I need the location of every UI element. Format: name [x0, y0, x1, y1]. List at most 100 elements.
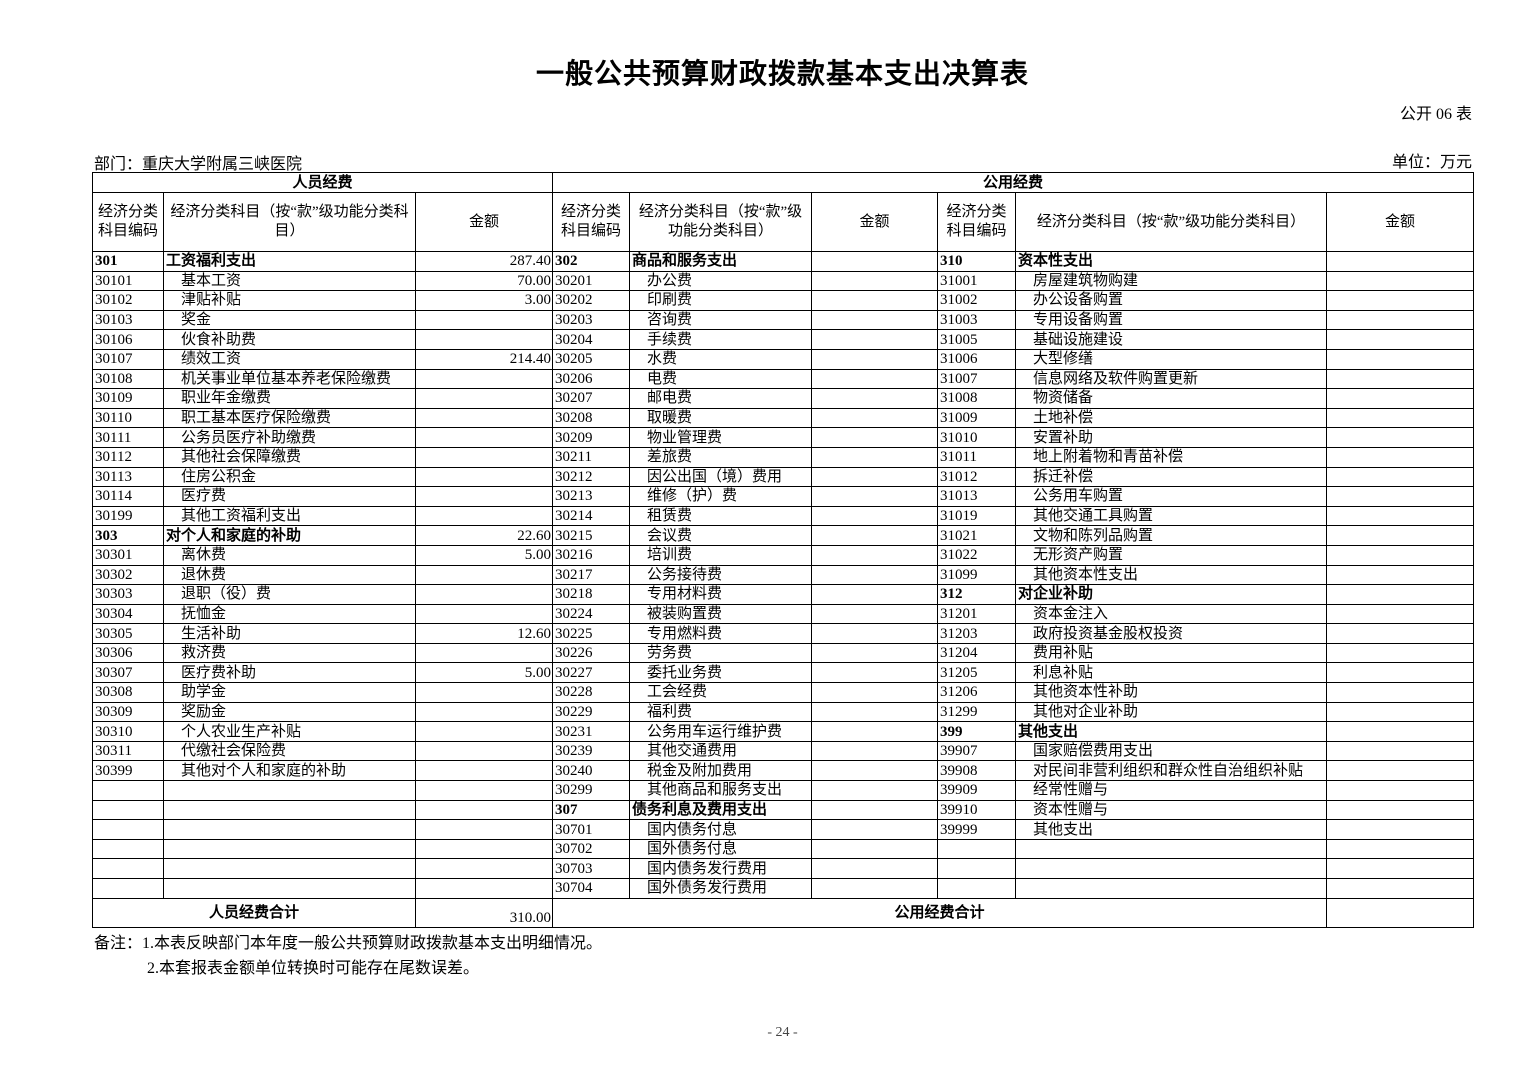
personnel-name-cell: 奖金: [163, 309, 416, 331]
table-row: 30306 救济费 30226 劳务费 31204 费用补贴: [92, 642, 1474, 664]
goods-amount-cell: [811, 368, 938, 390]
table-row: 30101 基本工资 70.00 30201 办公费 31001 房屋建筑物购建: [92, 270, 1474, 292]
goods-amount-cell: [811, 819, 938, 840]
capital-code-cell: 31001: [937, 270, 1016, 292]
code-header: 经济分类科目编码: [937, 192, 1016, 252]
personnel-amount-cell: [415, 505, 553, 527]
goods-name-cell: 水费: [629, 348, 812, 370]
personnel-name-cell: [163, 799, 416, 821]
capital-amount-cell: [1326, 368, 1474, 390]
capital-name-cell: [1015, 838, 1327, 860]
goods-amount-cell: [811, 290, 938, 311]
capital-code-cell: 31009: [937, 407, 1016, 429]
department-label: 部门：重庆大学附属三峡医院: [94, 156, 303, 173]
table-row: 30103 奖金 30203 咨询费 31003 专用设备购置: [92, 309, 1474, 331]
personnel-amount-cell: [415, 564, 553, 586]
personnel-code-cell: 30304: [92, 603, 164, 625]
goods-name-cell: 商品和服务支出: [629, 251, 812, 272]
goods-name-cell: 其他交通费用: [629, 740, 812, 762]
goods-code-cell: 30225: [552, 623, 630, 644]
table-row: 30399 其他对个人和家庭的补助 30240 税金及附加费用 39908 对民间非营利组…: [92, 760, 1474, 782]
capital-name-cell: 安置补助: [1015, 427, 1327, 448]
table-row: 30102 津贴补贴 3.00 30202 印刷费 31002 办公设备购置: [92, 290, 1474, 311]
goods-amount-cell: [811, 701, 938, 723]
table-row: 30302 退休费 30217 公务接待费 31099 其他资本性支出: [92, 564, 1474, 586]
capital-code-cell: [937, 878, 1016, 899]
personnel-name-cell: 生活补助: [163, 623, 416, 644]
capital-amount-cell: [1326, 251, 1474, 272]
amount-header: 金额: [415, 192, 553, 252]
public-header: 公用经费: [552, 172, 1474, 193]
capital-code-cell: 39907: [937, 740, 1016, 762]
table-row: 30701 国内债务付息 39999 其他支出: [92, 819, 1474, 840]
goods-code-cell: 30213: [552, 486, 630, 507]
goods-code-cell: 30201: [552, 270, 630, 292]
capital-amount-cell: [1326, 878, 1474, 899]
capital-code-cell: 39909: [937, 780, 1016, 801]
personnel-amount-cell: [415, 388, 553, 409]
capital-code-cell: 31008: [937, 388, 1016, 409]
personnel-name-cell: 其他对个人和家庭的补助: [163, 760, 416, 782]
personnel-amount-cell: [415, 819, 553, 840]
personnel-header: 人员经费: [92, 172, 553, 193]
goods-amount-cell: [811, 388, 938, 409]
table-row: 30113 住房公积金 30212 因公出国（境）费用 31012 拆迁补偿: [92, 466, 1474, 488]
goods-code-cell: 302: [552, 251, 630, 272]
goods-code-cell: 30215: [552, 525, 630, 546]
personnel-code-cell: [92, 838, 164, 860]
table-row: 307 债务利息及费用支出 39910 资本性赠与: [92, 799, 1474, 821]
capital-code-cell: [937, 858, 1016, 879]
table-row: 30304 抚恤金 30224 被装购置费 31201 资本金注入: [92, 603, 1474, 625]
capital-amount-cell: [1326, 544, 1474, 566]
goods-code-cell: 30202: [552, 290, 630, 311]
goods-amount-cell: [811, 721, 938, 742]
table-row: 30307 医疗费补助 5.00 30227 委托业务费 31205 利息补贴: [92, 662, 1474, 684]
goods-name-cell: 电费: [629, 368, 812, 390]
personnel-code-cell: [92, 780, 164, 801]
personnel-name-cell: 机关事业单位基本养老保险缴费: [163, 368, 416, 390]
personnel-name-cell: [163, 819, 416, 840]
table-row: 303 对个人和家庭的补助 22.60 30215 会议费 31021 文物和陈列品购置: [92, 525, 1474, 546]
capital-name-cell: 资本金注入: [1015, 603, 1327, 625]
personnel-code-cell: 30107: [92, 348, 164, 370]
personnel-code-cell: 30309: [92, 701, 164, 723]
goods-name-cell: 税金及附加费用: [629, 760, 812, 782]
personnel-name-cell: 代缴社会保险费: [163, 740, 416, 762]
personnel-name-cell: 津贴补贴: [163, 290, 416, 311]
personnel-name-cell: 助学金: [163, 682, 416, 703]
personnel-code-cell: 30103: [92, 309, 164, 331]
goods-amount-cell: [811, 603, 938, 625]
personnel-code-cell: 303: [92, 525, 164, 546]
personnel-code-cell: 30112: [92, 446, 164, 468]
goods-code-cell: 30216: [552, 544, 630, 566]
personnel-name-cell: 伙食补助费: [163, 329, 416, 350]
capital-amount-cell: [1326, 740, 1474, 762]
table-row: 30702 国外债务付息: [92, 838, 1474, 860]
goods-amount-cell: [811, 505, 938, 527]
capital-name-cell: 基础设施建设: [1015, 329, 1327, 350]
personnel-code-cell: 30303: [92, 584, 164, 605]
goods-name-cell: 办公费: [629, 270, 812, 292]
capital-amount-cell: [1326, 682, 1474, 703]
capital-name-cell: 资本性赠与: [1015, 799, 1327, 821]
capital-amount-cell: [1326, 564, 1474, 586]
capital-code-cell: 31299: [937, 701, 1016, 723]
goods-amount-cell: [811, 486, 938, 507]
goods-name-cell: 维修（护）费: [629, 486, 812, 507]
capital-amount-cell: [1326, 270, 1474, 292]
goods-name-cell: 国外债务发行费用: [629, 878, 812, 899]
personnel-code-cell: 301: [92, 251, 164, 272]
table-row: 301 工资福利支出 287.40 302 商品和服务支出 310 资本性支出: [92, 251, 1474, 272]
personnel-name-cell: 职工基本医疗保险缴费: [163, 407, 416, 429]
capital-code-cell: 39910: [937, 799, 1016, 821]
capital-name-cell: 土地补偿: [1015, 407, 1327, 429]
goods-name-cell: 福利费: [629, 701, 812, 723]
personnel-amount-cell: [415, 603, 553, 625]
capital-amount-cell: [1326, 407, 1474, 429]
capital-name-cell: 其他对企业补助: [1015, 701, 1327, 723]
goods-amount-cell: [811, 564, 938, 586]
capital-name-cell: 办公设备购置: [1015, 290, 1327, 311]
personnel-amount-cell: [415, 799, 553, 821]
goods-code-cell: 30204: [552, 329, 630, 350]
goods-amount-cell: [811, 466, 938, 488]
